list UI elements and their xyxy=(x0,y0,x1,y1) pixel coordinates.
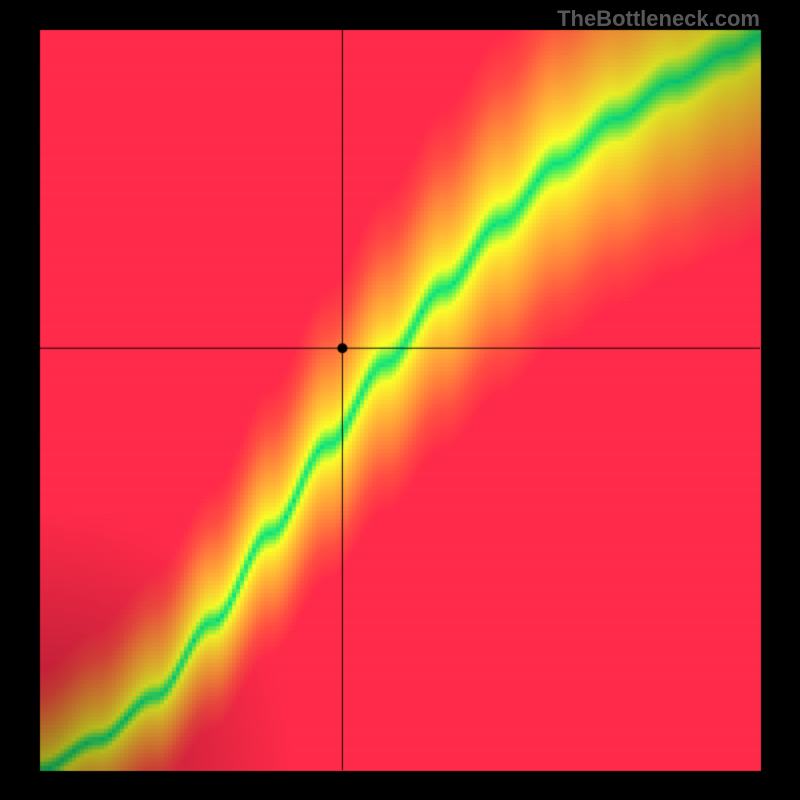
bottleneck-heatmap xyxy=(0,0,800,800)
chart-container: TheBottleneck.com xyxy=(0,0,800,800)
watermark-text: TheBottleneck.com xyxy=(557,6,760,32)
